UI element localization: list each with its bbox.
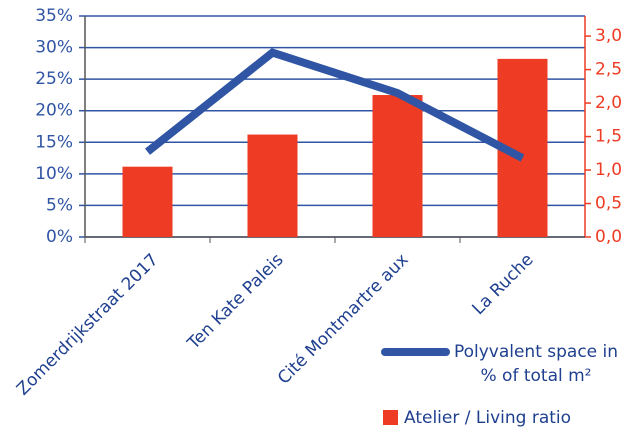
- bar: [372, 95, 423, 238]
- y-tick-label: 5%: [46, 195, 73, 215]
- y-tick-label: 15%: [35, 132, 73, 152]
- y-tick-label: 30%: [35, 38, 73, 58]
- y-tick-label: 25%: [35, 69, 73, 89]
- bar: [122, 166, 173, 237]
- y2-tick-label: 3,0: [595, 26, 622, 46]
- x-tick-label: Zomerdrijkstraat 2017: [13, 250, 163, 400]
- y-tick-label: 10%: [35, 164, 73, 184]
- y2-tick-label: 1,5: [595, 127, 622, 147]
- bar: [247, 134, 298, 237]
- y2-tick-label: 2,0: [595, 93, 622, 113]
- y-tick-label: 0%: [46, 227, 73, 247]
- legend-label: Atelier / Living ratio: [404, 408, 572, 428]
- y2-tick-label: 2,5: [595, 60, 622, 80]
- y-tick-label: 35%: [35, 6, 73, 26]
- legend-swatch: [383, 410, 398, 425]
- x-tick-label: Cité Montmartre aux: [274, 250, 413, 389]
- x-tick-label: La Ruche: [468, 250, 537, 319]
- x-tick-label: Ten Kate Paleis: [183, 250, 287, 354]
- line: [145, 48, 525, 162]
- y2-tick-label: 0,5: [595, 194, 622, 214]
- y-tick-label: 20%: [35, 101, 73, 121]
- legend-label: Polyvalent space in % of total m²: [453, 342, 619, 386]
- y2-tick-label: 0,0: [595, 227, 622, 247]
- y2-tick-label: 1,0: [595, 160, 622, 180]
